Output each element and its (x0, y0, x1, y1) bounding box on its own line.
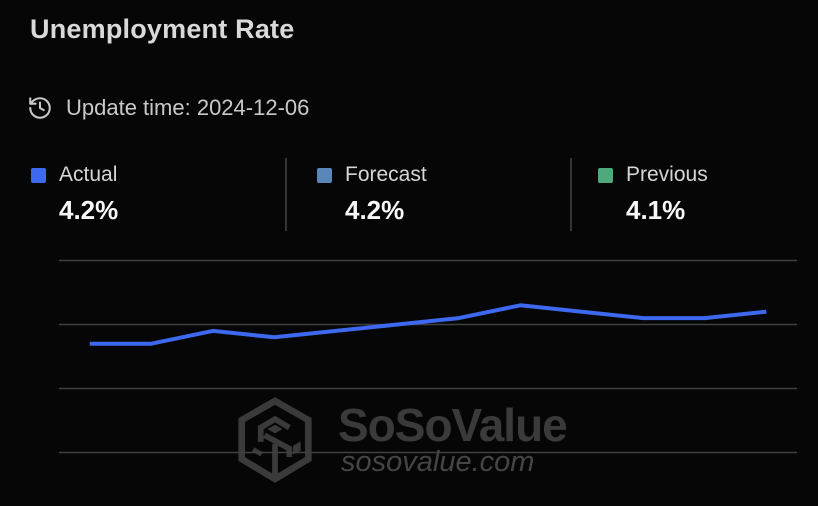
previous-value: 4.1% (626, 195, 686, 225)
update-time-row: Update time: 2024-12-06 (27, 95, 309, 121)
forecast-value: 4.2% (345, 195, 405, 225)
update-time-text: Update time: 2024-12-06 (66, 95, 310, 120)
sosovalue-cube-logo-icon (236, 396, 314, 489)
actual-swatch-icon (31, 167, 46, 183)
legend-label-actual: Actual (59, 163, 118, 186)
page-title: Unemployment Rate (30, 14, 295, 44)
series-line-actual[interactable] (89, 303, 767, 346)
history-clock-icon (27, 95, 53, 121)
legend-label-forecast: Forecast (345, 163, 427, 186)
legend-divider (285, 158, 287, 231)
forecast-swatch-icon (317, 167, 332, 183)
legend-label-previous: Previous (626, 163, 708, 186)
watermark-brand: SoSoValue (338, 399, 568, 451)
watermark-domain: sosovalue.com (341, 446, 535, 478)
watermark: SoSoValue sosovalue.com (236, 396, 568, 489)
previous-swatch-icon (598, 167, 613, 183)
legend-item-forecast: Forecast 4.2% (317, 163, 427, 226)
legend-item-previous: Previous 4.1% (598, 163, 708, 226)
actual-value: 4.2% (59, 195, 119, 225)
legend-item-actual: Actual 4.2% (31, 163, 118, 226)
legend-divider (570, 158, 572, 231)
